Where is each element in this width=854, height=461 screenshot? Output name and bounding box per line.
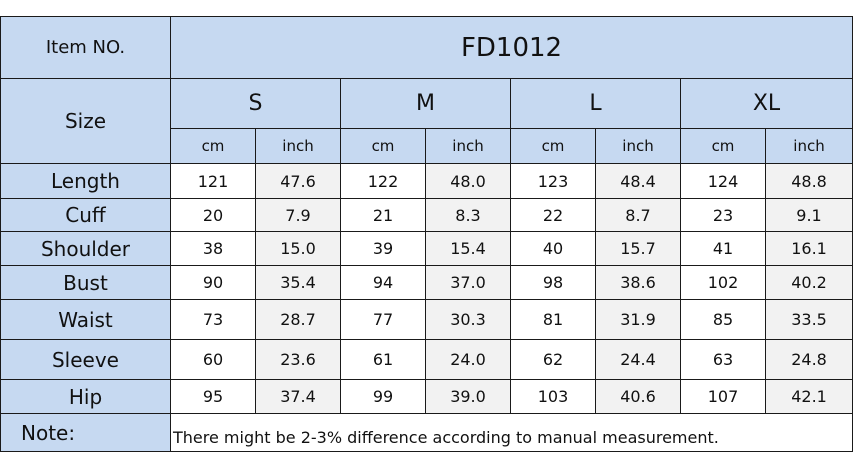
unit-inch: inch	[255, 128, 341, 164]
size-header-m: M	[340, 78, 511, 129]
unit-cm: cm	[170, 128, 256, 164]
cell-value: 40.6	[595, 379, 681, 414]
cell-value: 77	[340, 299, 426, 340]
table-row-hip: Hip 95 37.4 99 39.0 103 40.6 107 42.1	[0, 379, 854, 414]
cell-value: 23.6	[255, 339, 341, 380]
size-header-l: L	[510, 78, 681, 129]
cell-value: 107	[680, 379, 766, 414]
cell-value: 39.0	[425, 379, 511, 414]
unit-cm: cm	[340, 128, 426, 164]
cell-value: 62	[510, 339, 596, 380]
table-row-shoulder: Shoulder 38 15.0 39 15.4 40 15.7 41 16.1	[0, 231, 854, 266]
cell-value: 8.7	[595, 198, 681, 232]
cell-value: 39	[340, 231, 426, 266]
size-header-xl: XL	[679, 78, 854, 129]
row-label: Hip	[0, 379, 171, 414]
cell-value: 99	[340, 379, 426, 414]
cell-value: 40	[510, 231, 596, 266]
cell-value: 38.6	[595, 265, 681, 300]
cell-value: 24.0	[425, 339, 511, 380]
cell-value: 28.7	[255, 299, 341, 340]
size-label: Size	[0, 78, 171, 164]
unit-inch: inch	[595, 128, 681, 164]
cell-value: 102	[680, 265, 766, 300]
table-row-length: Length 121 47.6 122 48.0 123 48.4 124 48…	[0, 163, 854, 199]
cell-value: 31.9	[595, 299, 681, 340]
cell-value: 15.4	[425, 231, 511, 266]
cell-value: 41	[680, 231, 766, 266]
cell-value: 40.2	[764, 265, 854, 300]
cell-value: 124	[680, 163, 766, 199]
cell-value: 37.0	[425, 265, 511, 300]
cell-value: 37.4	[255, 379, 341, 414]
cell-value: 48.0	[425, 163, 511, 199]
row-label: Cuff	[0, 198, 171, 232]
cell-value: 85	[680, 299, 766, 340]
size-chart-table: Item NO. FD1012 Size S M L XL cm inch cm…	[0, 16, 854, 452]
cell-value: 122	[340, 163, 426, 199]
cell-value: 94	[340, 265, 426, 300]
row-label: Bust	[0, 265, 171, 300]
cell-value: 16.1	[764, 231, 854, 266]
cell-value: 38	[170, 231, 256, 266]
size-header-s: S	[170, 78, 341, 129]
item-number-label: Item NO.	[0, 16, 171, 79]
note-label: Note:	[0, 413, 171, 452]
cell-value: 95	[170, 379, 256, 414]
cell-value: 121	[170, 163, 256, 199]
cell-value: 61	[340, 339, 426, 380]
cell-value: 21	[340, 198, 426, 232]
unit-header-row: cm inch cm inch cm inch cm inch	[1, 128, 854, 164]
cell-value: 48.8	[764, 163, 854, 199]
note-text: There might be 2-3% difference according…	[169, 413, 854, 452]
cell-value: 90	[170, 265, 256, 300]
cell-value: 22	[510, 198, 596, 232]
cell-value: 73	[170, 299, 256, 340]
cell-value: 63	[680, 339, 766, 380]
row-label: Sleeve	[0, 339, 171, 380]
cell-value: 30.3	[425, 299, 511, 340]
unit-inch: inch	[764, 128, 854, 164]
cell-value: 20	[170, 198, 256, 232]
unit-inch: inch	[425, 128, 511, 164]
row-label: Length	[0, 163, 171, 199]
item-row: Item NO. FD1012	[0, 16, 854, 79]
cell-value: 7.9	[255, 198, 341, 232]
cell-value: 48.4	[595, 163, 681, 199]
cell-value: 35.4	[255, 265, 341, 300]
row-label: Shoulder	[0, 231, 171, 266]
cell-value: 103	[510, 379, 596, 414]
table-row-bust: Bust 90 35.4 94 37.0 98 38.6 102 40.2	[0, 265, 854, 300]
table-row-waist: Waist 73 28.7 77 30.3 81 31.9 85 33.5	[0, 299, 854, 340]
cell-value: 123	[510, 163, 596, 199]
unit-cm: cm	[680, 128, 766, 164]
unit-cm: cm	[510, 128, 596, 164]
size-header-row: Size S M L XL	[0, 78, 854, 164]
item-code: FD1012	[169, 16, 854, 79]
table-row-sleeve: Sleeve 60 23.6 61 24.0 62 24.4 63 24.8	[0, 339, 854, 380]
cell-value: 23	[680, 198, 766, 232]
cell-value: 8.3	[425, 198, 511, 232]
cell-value: 24.4	[595, 339, 681, 380]
note-row: Note: There might be 2-3% difference acc…	[0, 413, 854, 452]
cell-value: 47.6	[255, 163, 341, 199]
cell-value: 33.5	[764, 299, 854, 340]
cell-value: 98	[510, 265, 596, 300]
cell-value: 15.0	[255, 231, 341, 266]
table-row-cuff: Cuff 20 7.9 21 8.3 22 8.7 23 9.1	[0, 198, 854, 232]
cell-value: 60	[170, 339, 256, 380]
row-label: Waist	[0, 299, 171, 340]
cell-value: 9.1	[764, 198, 854, 232]
cell-value: 24.8	[764, 339, 854, 380]
cell-value: 81	[510, 299, 596, 340]
cell-value: 15.7	[595, 231, 681, 266]
cell-value: 42.1	[764, 379, 854, 414]
